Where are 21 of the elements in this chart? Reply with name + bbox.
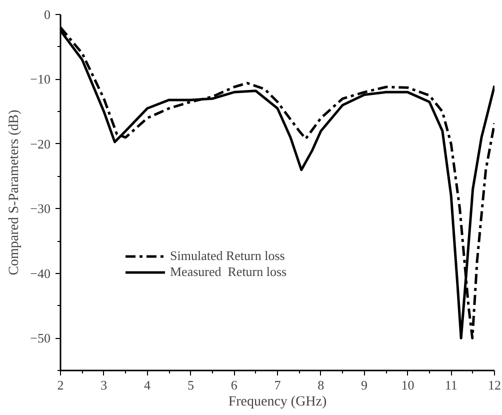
y-tick-label: −50 (30, 330, 51, 346)
x-axis-title: Frequency (GHz) (228, 394, 328, 410)
x-tick-label: 12 (488, 378, 501, 392)
x-tick-label: 6 (230, 378, 238, 392)
y-tick-label: −10 (30, 72, 51, 87)
legend-label: Simulated Return loss (170, 248, 285, 264)
x-tick-label: 4 (144, 378, 152, 392)
legend-label: Measured Return loss (170, 264, 287, 280)
y-axis-title: Compared S-Parameters (dB) (7, 109, 22, 276)
y-tick-label: −20 (30, 136, 51, 152)
x-tick-label: 10 (401, 378, 414, 392)
x-tick-label: 8 (318, 378, 324, 392)
x-tick-label: 11 (444, 378, 458, 392)
y-tick-label: −40 (30, 266, 51, 281)
x-tick-label: 9 (361, 378, 368, 392)
y-tick-label: −30 (30, 201, 51, 216)
x-tick-label: 5 (187, 378, 194, 392)
x-tick-label: 2 (57, 378, 64, 392)
x-tick-label: 7 (274, 378, 282, 392)
x-tick-label: 3 (100, 378, 108, 392)
y-tick-label: 0 (44, 7, 50, 22)
